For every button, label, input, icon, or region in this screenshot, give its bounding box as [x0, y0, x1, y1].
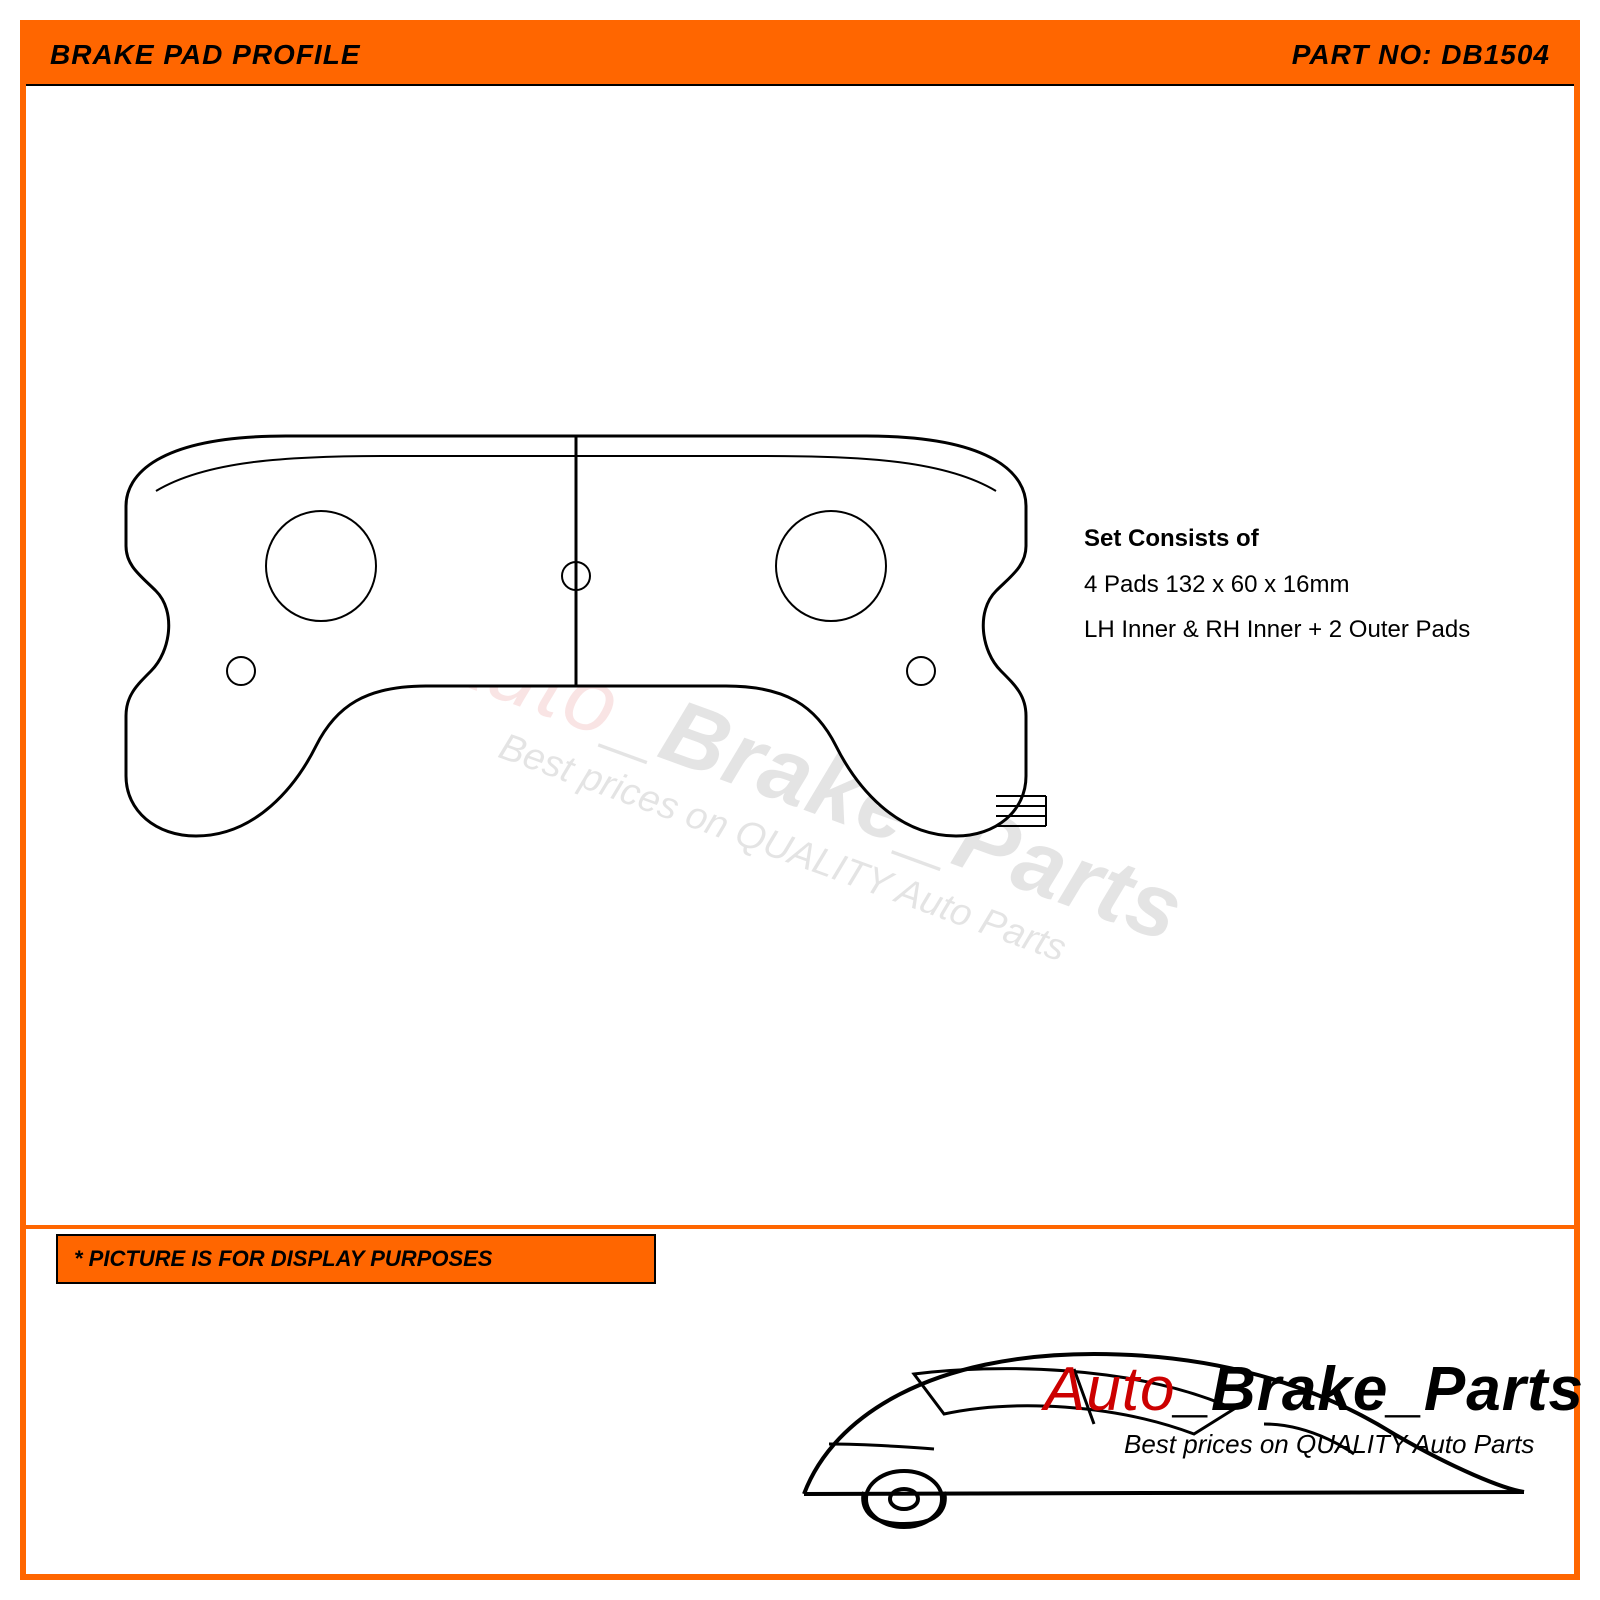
spec-heading: Set Consists of	[1084, 516, 1514, 562]
spec-line-1: 4 Pads 132 x 60 x 16mm	[1084, 562, 1514, 608]
header-bar: BRAKE PAD PROFILE PART NO: DB1504	[26, 26, 1574, 86]
logo-brand-rest: _Brake_Parts	[1176, 1355, 1584, 1424]
disclaimer-text: * PICTURE IS FOR DISPLAY PURPOSES	[74, 1246, 492, 1272]
logo-brand: Auto_Brake_Parts	[1044, 1354, 1584, 1425]
spec-block: Set Consists of 4 Pads 132 x 60 x 16mm L…	[1084, 516, 1514, 653]
divider-line	[26, 1225, 1574, 1229]
part-number-label: PART NO: DB1504	[1292, 39, 1550, 71]
logo-brand-auto: Auto	[1044, 1355, 1176, 1424]
product-card-frame: BRAKE PAD PROFILE PART NO: DB1504 Auto_B…	[20, 20, 1580, 1580]
header-title: BRAKE PAD PROFILE	[50, 39, 361, 71]
brake-pad-diagram	[86, 416, 1066, 876]
disclaimer-bar: * PICTURE IS FOR DISPLAY PURPOSES	[56, 1234, 656, 1284]
logo-tagline: Best prices on QUALITY Auto Parts	[1124, 1429, 1584, 1460]
brand-logo: Auto_Brake_Parts Best prices on QUALITY …	[794, 1314, 1534, 1544]
content-area: Set Consists of 4 Pads 132 x 60 x 16mm L…	[26, 86, 1574, 1224]
logo-text: Auto_Brake_Parts Best prices on QUALITY …	[1044, 1354, 1584, 1460]
spec-line-2: LH Inner & RH Inner + 2 Outer Pads	[1084, 607, 1514, 653]
